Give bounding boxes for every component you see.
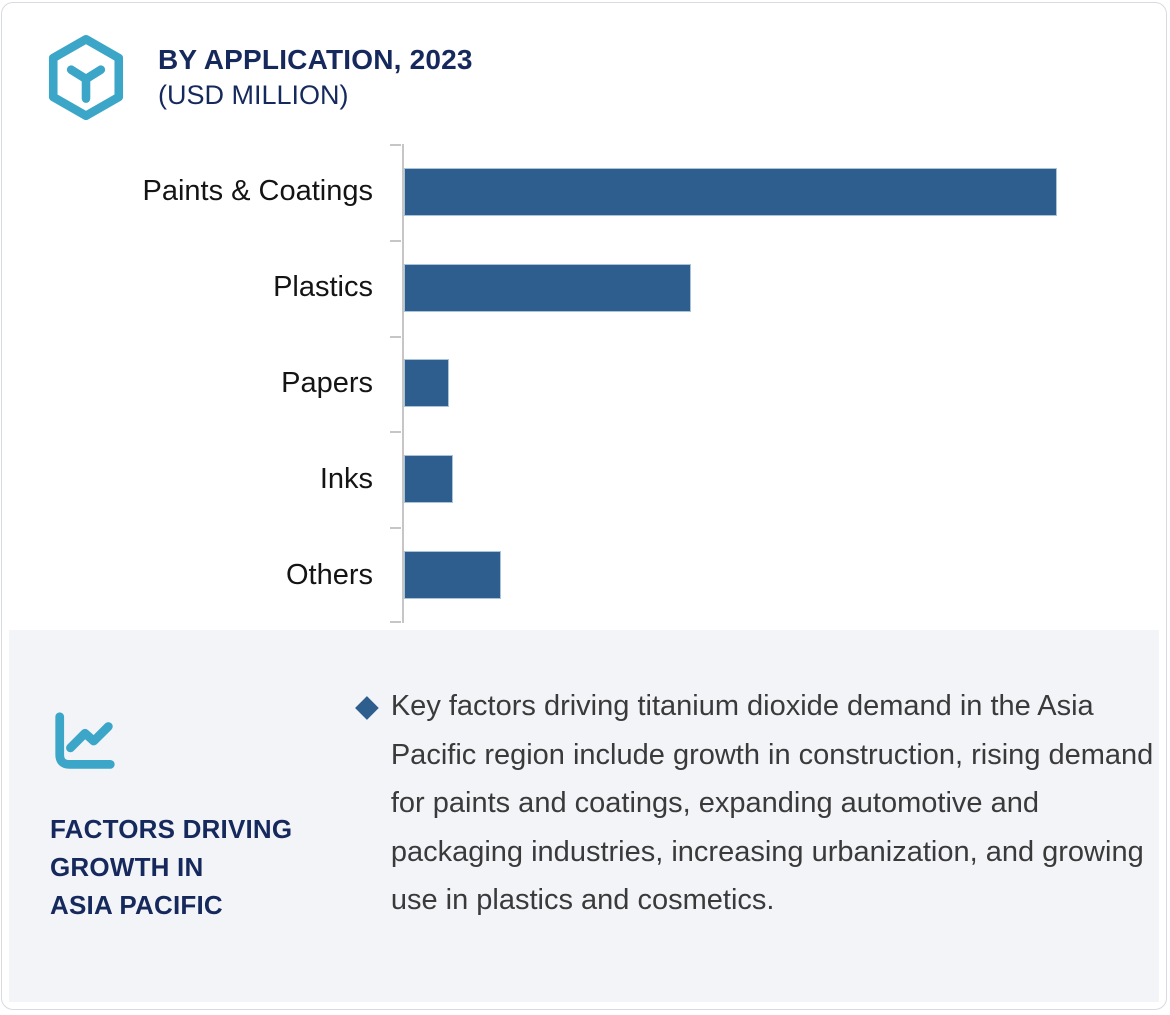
bar xyxy=(404,551,501,600)
bar xyxy=(404,167,1057,216)
bar xyxy=(404,359,450,408)
bar-row: Paints & Coatings xyxy=(2,144,1166,240)
category-label: Papers xyxy=(281,366,373,399)
key-factors-text: Key factors driving titanium dioxide dem… xyxy=(390,690,1154,916)
chart-subtitle: (USD MILLION) xyxy=(158,80,349,110)
bar-chart: Paints & Coatings Plastics Papers Inks O… xyxy=(2,144,1166,623)
panel-heading: FACTORS DRIVING GROWTH IN ASIA PACIFIC xyxy=(50,810,292,924)
chart-header: BY APPLICATION, 2023 (USD MILLION) xyxy=(158,44,473,111)
trend-line-chart-icon xyxy=(55,712,115,769)
y-axis-line xyxy=(402,144,404,623)
bar-row: Inks xyxy=(2,431,1166,527)
panel-heading-line: GROWTH IN xyxy=(50,852,204,882)
hexagon-cube-icon xyxy=(48,34,124,121)
bar-track xyxy=(402,431,1166,527)
chart-title: BY APPLICATION, 2023 xyxy=(158,44,473,75)
axis-tick xyxy=(390,335,401,338)
bar xyxy=(404,455,453,504)
factors-panel: FACTORS DRIVING GROWTH IN ASIA PACIFIC ◆ K… xyxy=(9,630,1159,1002)
bar xyxy=(404,263,691,312)
bar-track xyxy=(402,527,1166,623)
bar-rows: Paints & Coatings Plastics Papers Inks O… xyxy=(2,144,1166,623)
diamond-bullet-icon: ◆ xyxy=(355,688,379,723)
category-label: Others xyxy=(285,558,373,591)
bar-track xyxy=(402,240,1166,336)
axis-tick xyxy=(390,527,401,530)
category-label: Paints & Coatings xyxy=(142,175,373,208)
bar-row: Papers xyxy=(2,336,1166,432)
key-factors-bullet: ◆ Key factors driving titanium dioxide d… xyxy=(355,682,1155,925)
axis-tick xyxy=(390,144,401,146)
bar-track xyxy=(402,144,1166,240)
bar-row: Plastics xyxy=(2,240,1166,336)
axis-tick xyxy=(390,239,401,242)
axis-tick xyxy=(390,431,401,434)
bar-row: Others xyxy=(2,527,1166,623)
bar-track xyxy=(402,336,1166,432)
axis-tick xyxy=(390,621,401,623)
panel-heading-line: ASIA PACIFIC xyxy=(50,890,223,920)
panel-heading-line: FACTORS DRIVING xyxy=(50,814,293,844)
category-label: Plastics xyxy=(273,271,373,304)
category-label: Inks xyxy=(319,462,373,495)
